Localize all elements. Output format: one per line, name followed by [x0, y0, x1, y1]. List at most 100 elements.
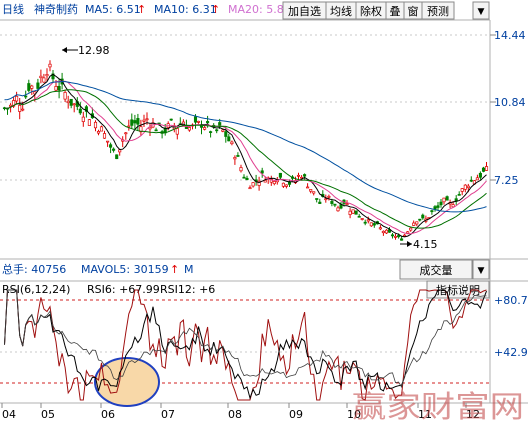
candle-body: [66, 100, 70, 104]
indicator-explain-button[interactable]: [426, 280, 490, 299]
watermark-text: 赢家财富网: [352, 390, 524, 422]
candle-body: [69, 98, 73, 106]
rsi-axis: +80.78 +42.91: [494, 294, 528, 359]
volume-mavol5: MAVOL5: 30159: [81, 263, 169, 276]
candle-body: [451, 204, 455, 208]
candle-body: [406, 231, 410, 234]
x-axis: 04 05 06 07 08 09 10 11 12: [1, 403, 480, 421]
rsi12-line: [4, 289, 487, 400]
candle-body: [430, 210, 434, 213]
candle-body: [281, 182, 285, 187]
candle-body: [348, 210, 352, 215]
candle-body: [421, 214, 425, 219]
volume-mavol5-arrow: ↑: [170, 263, 179, 276]
high-marker: 12.98: [62, 44, 110, 57]
toolbar-exright-label: 除权: [360, 4, 382, 18]
candle-body: [221, 129, 225, 132]
candle-body: [369, 222, 373, 227]
candle-body: [63, 92, 67, 100]
candle-body: [484, 166, 489, 171]
candle-body: [15, 95, 19, 102]
moving-average-lines: [4, 73, 487, 238]
x-label-06: 06: [101, 408, 115, 421]
toolbar-forecast-button[interactable]: [421, 1, 455, 20]
candle-body: [133, 120, 137, 124]
indicator-dropdown-button[interactable]: [472, 259, 490, 280]
x-label-04: 04: [2, 408, 16, 421]
candle-body: [397, 235, 401, 238]
candle-body: [18, 105, 22, 112]
candle-body: [78, 108, 82, 114]
toolbar-forecast-label: 预测: [427, 5, 449, 18]
candle-body: [439, 201, 443, 206]
candle-body: [351, 209, 355, 214]
candle-body: [381, 230, 385, 234]
candle-body: [127, 125, 131, 128]
candle-body: [24, 95, 28, 98]
candle-body: [206, 121, 210, 124]
stock-name: 神奇制药: [34, 2, 78, 16]
toolbar: 加自选 均线 除权 叠 窗 预测 ▼: [282, 1, 490, 20]
candle-body: [415, 221, 419, 225]
candle-body: [115, 154, 119, 160]
rsi-axis-label-42-91: +42.91: [494, 346, 528, 359]
candle-body: [324, 198, 328, 201]
candle-body: [169, 118, 173, 121]
candle-body: [409, 227, 413, 231]
candle-body: [463, 184, 467, 190]
candle-body: [278, 172, 282, 178]
candle-body: [303, 174, 307, 177]
candle-body: [469, 179, 473, 182]
candle-body: [481, 167, 486, 172]
candle-body: [245, 177, 249, 181]
candle-body: [233, 157, 237, 160]
candle-body: [136, 118, 140, 125]
candle-body: [300, 176, 304, 179]
high-arrow-icon: [62, 47, 67, 53]
grid-lines: [0, 34, 490, 384]
toolbar-dropdown-button[interactable]: [472, 1, 490, 20]
candle-body: [87, 119, 91, 126]
candle-body: [124, 132, 128, 135]
candle-body: [251, 182, 255, 187]
x-label-09: 09: [289, 408, 303, 421]
candle-body: [45, 74, 49, 77]
candle-body: [215, 129, 219, 132]
candle-body: [112, 148, 116, 151]
low-price-label: 4.15: [413, 238, 438, 251]
indicator-selector[interactable]: [399, 259, 473, 280]
candle-body: [366, 219, 370, 222]
candle-body: [457, 194, 461, 196]
candle-body: [354, 210, 358, 215]
candle-body: [175, 128, 179, 135]
toolbar-overlay-label: 叠: [390, 5, 401, 18]
candle-body: [106, 140, 110, 143]
ma60-line: [4, 80, 487, 213]
candle-body: [148, 126, 152, 130]
candle-body: [336, 207, 340, 212]
candle-body: [318, 201, 322, 204]
candle-body: [72, 103, 76, 106]
volume-panel: 总手: 40756 MAVOL5: 30159 ↑ M 成交量 ▼: [2, 259, 490, 280]
candle-body: [93, 121, 98, 129]
candle-body: [21, 108, 25, 111]
candle-body: [445, 196, 449, 201]
candle-body: [284, 184, 288, 187]
candle-body: [130, 119, 134, 126]
price-axis-label-14-44: 14.44: [494, 29, 526, 42]
volume-m-label: M: [184, 263, 194, 276]
candle-body: [224, 131, 228, 137]
candle-body: [193, 116, 198, 123]
candle-body: [327, 195, 331, 198]
candle-body: [39, 75, 43, 79]
candle-body: [315, 198, 319, 200]
candle-body: [154, 129, 158, 132]
candle-body: [390, 234, 395, 237]
candle-body: [196, 120, 201, 123]
rsi24-line: [4, 289, 487, 389]
rsi6-line: [4, 289, 487, 401]
candle-body: [84, 106, 88, 112]
ma5-arrow: ↑: [137, 3, 146, 16]
